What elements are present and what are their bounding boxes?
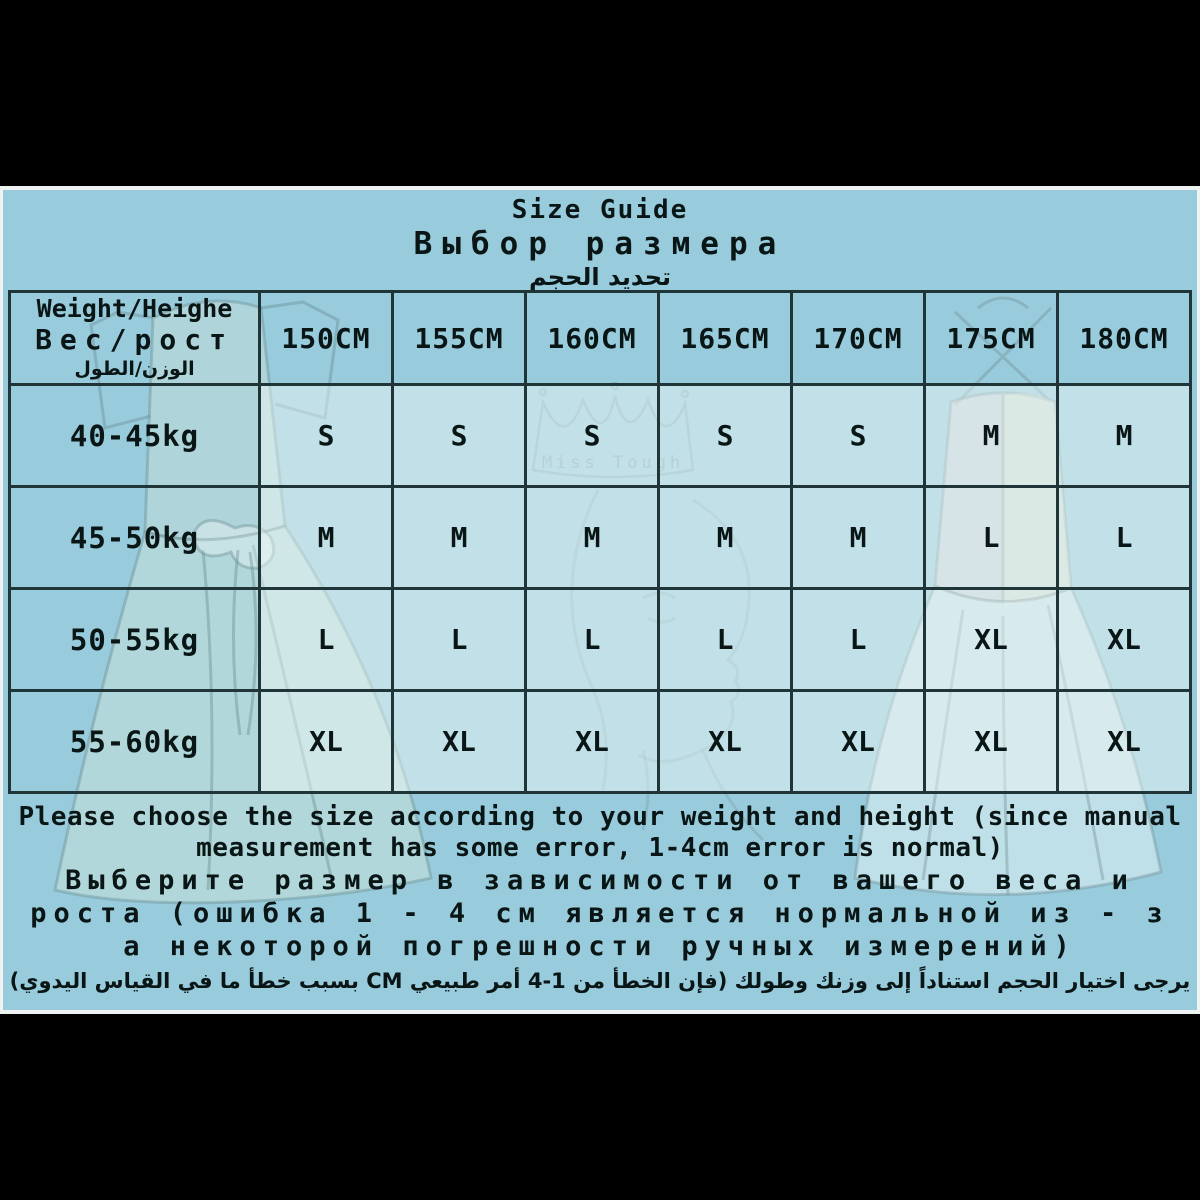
size-cell: S [524, 383, 660, 488]
letterbox-top [0, 0, 1200, 186]
note-ru-line3: а некоторой погрешности ручных измерений… [123, 931, 1077, 962]
size-guide-card: Miss Tough [3, 190, 1197, 1010]
note-ru-line1: Выберите размер в зависимости от вашего … [65, 865, 1135, 896]
col-header-170cm: 170CM [790, 290, 926, 386]
size-cell: M [1056, 383, 1192, 488]
size-cell: M [258, 485, 394, 590]
size-cell: L [258, 587, 394, 692]
size-cell: S [657, 383, 793, 488]
row-label: 45-50kg [8, 485, 261, 590]
content-frame: Miss Tough [0, 186, 1200, 1014]
size-cell: M [391, 485, 527, 590]
size-cell: M [790, 485, 926, 590]
letterbox-bottom [0, 1014, 1200, 1200]
size-cell: XL [524, 689, 660, 794]
size-cell: S [790, 383, 926, 488]
row-label: 50-55kg [8, 587, 261, 692]
row-label: 55-60kg [8, 689, 261, 794]
size-cell: L [657, 587, 793, 692]
table-row: 50-55kg L L L L L XL XL [8, 587, 1192, 692]
size-cell: M [657, 485, 793, 590]
col-header-155cm: 155CM [391, 290, 527, 386]
note-ar: يرجى اختيار الحجم استناداً إلى وزنك وطول… [9, 969, 1191, 993]
title-en: Size Guide [511, 195, 689, 225]
table-row: 55-60kg XL XL XL XL XL XL XL [8, 689, 1192, 794]
size-cell: L [524, 587, 660, 692]
size-cell: S [258, 383, 394, 488]
size-cell: XL [923, 689, 1059, 794]
footer-notes: Please choose the size according to your… [3, 802, 1197, 996]
size-cell: XL [1056, 689, 1192, 794]
col-header-160cm: 160CM [524, 290, 660, 386]
col-header-165cm: 165CM [657, 290, 793, 386]
size-cell: L [790, 587, 926, 692]
size-cell: L [391, 587, 527, 692]
note-ru-line2: роста (ошибка 1 - 4 см является нормальн… [30, 898, 1170, 929]
col-header-175cm: 175CM [923, 290, 1059, 386]
size-cell: XL [790, 689, 926, 794]
corner-label-en: Weight/Heighe [36, 294, 233, 323]
size-cell: L [923, 485, 1059, 590]
size-cell: XL [391, 689, 527, 794]
title-block: Size Guide Выбор размера تحديد الحجم [3, 194, 1197, 292]
note-en-line1: Please choose the size according to your… [18, 802, 1182, 832]
size-cell: XL [258, 689, 394, 794]
corner-header: Weight/Heighe Вес/рост الوزن/الطول [8, 290, 261, 386]
row-label: 40-45kg [8, 383, 261, 488]
col-header-180cm: 180CM [1056, 290, 1192, 386]
size-cell: M [524, 485, 660, 590]
size-cell: S [391, 383, 527, 488]
corner-label-ru: Вес/рост [35, 323, 234, 356]
size-cell: XL [657, 689, 793, 794]
table-row: 40-45kg S S S S S M M [8, 383, 1192, 488]
size-cell: XL [1056, 587, 1192, 692]
header-row: Weight/Heighe Вес/рост الوزن/الطول 150CM… [8, 290, 1192, 386]
table-row: 45-50kg M M M M M L L [8, 485, 1192, 590]
size-table: Weight/Heighe Вес/рост الوزن/الطول 150CM… [8, 290, 1192, 794]
corner-label-ar: الوزن/الطول [74, 358, 195, 380]
size-cell: M [923, 383, 1059, 488]
size-cell: XL [923, 587, 1059, 692]
title-ar: تحديد الحجم [528, 263, 672, 291]
col-header-150cm: 150CM [258, 290, 394, 386]
size-cell: L [1056, 485, 1192, 590]
title-ru: Выбор размера [413, 226, 787, 262]
note-en-line2: measurement has some error, 1-4cm error … [196, 833, 1004, 863]
